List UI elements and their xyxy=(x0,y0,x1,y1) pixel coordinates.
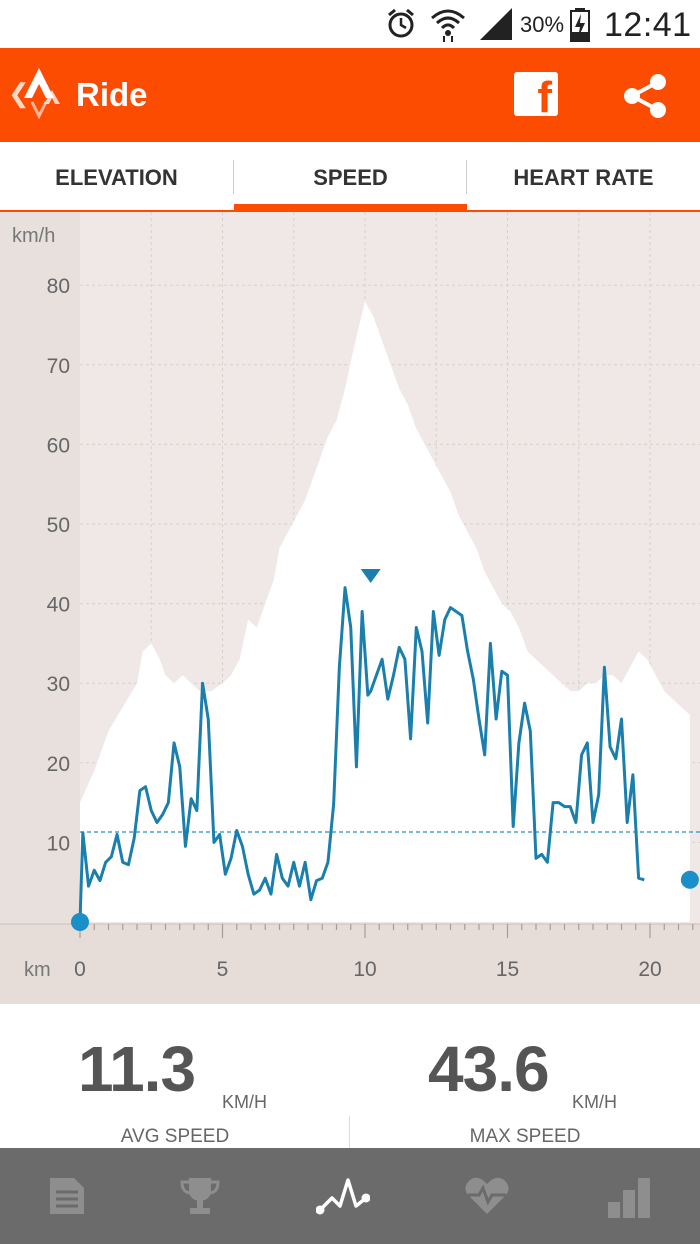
tab-bar: ELEVATION SPEED HEART RATE xyxy=(0,142,700,212)
avg-speed-label: AVG SPEED xyxy=(120,1126,230,1147)
share-icon[interactable] xyxy=(622,74,668,118)
document-icon[interactable] xyxy=(48,1176,86,1216)
chevron-left-icon[interactable]: ❮ xyxy=(8,78,30,108)
x-axis-band xyxy=(0,924,700,1004)
signal-icon xyxy=(480,8,512,40)
analysis-icon[interactable] xyxy=(316,1176,370,1216)
status-bar: 30% 12:41 xyxy=(0,0,700,48)
y-tick-label: 70 xyxy=(47,355,70,378)
stats-panel: 11.3 KM/H AVG SPEED 43.6 KM/H MAX SPEED xyxy=(0,1004,700,1148)
y-tick-label: 30 xyxy=(47,673,70,696)
x-tick-label: 20 xyxy=(638,958,661,981)
speed-line xyxy=(78,586,645,923)
battery-charging-icon xyxy=(570,8,590,42)
elevation-area xyxy=(80,301,690,922)
app-bar: ❮ Ride f xyxy=(0,48,700,142)
y-axis-label: km/h xyxy=(12,225,55,247)
y-tick-label: 50 xyxy=(47,514,70,537)
end-point xyxy=(680,870,699,889)
avg-speed-value: 11.3 xyxy=(78,1033,196,1105)
tab-heart-rate[interactable]: HEART RATE xyxy=(513,165,654,190)
y-tick-label: 60 xyxy=(47,434,70,457)
battery-percent: 30% xyxy=(520,12,565,37)
y-tick-label: 10 xyxy=(47,832,70,855)
max-speed-marker xyxy=(360,568,381,583)
y-axis-band xyxy=(0,212,80,924)
trophy-icon[interactable] xyxy=(180,1176,220,1216)
bar-chart-icon[interactable] xyxy=(606,1176,652,1218)
speed-chart[interactable]: 10 20 30 40 50 60 70 80 0 5 10 15 20 km/h km xyxy=(0,212,700,1004)
alarm-icon xyxy=(388,8,414,38)
tab-divider xyxy=(466,160,467,194)
y-tick-label: 40 xyxy=(47,594,70,617)
avg-speed-unit: KM/H xyxy=(222,1092,267,1112)
x-tick-label: 15 xyxy=(496,958,519,981)
y-tick-label: 20 xyxy=(47,753,70,776)
max-speed-unit: KM/H xyxy=(572,1092,617,1112)
wifi-icon xyxy=(431,9,465,42)
max-speed-label: MAX SPEED xyxy=(469,1126,581,1147)
x-tick-label: 10 xyxy=(353,958,376,981)
tab-elevation[interactable]: ELEVATION xyxy=(55,165,178,190)
heart-rate-icon[interactable] xyxy=(464,1176,510,1216)
strava-logo-icon[interactable] xyxy=(22,66,68,122)
start-point xyxy=(71,913,89,931)
tab-speed[interactable]: SPEED xyxy=(234,142,467,210)
tab-divider xyxy=(233,160,234,194)
clock: 12:41 xyxy=(604,6,692,44)
bottom-nav xyxy=(0,1148,700,1244)
y-tick-label: 80 xyxy=(47,275,70,298)
x-tick-label: 5 xyxy=(217,958,229,981)
page-title: Ride xyxy=(76,76,148,113)
x-tick-label: 0 xyxy=(74,958,86,981)
max-speed-value: 43.6 xyxy=(428,1033,550,1105)
stats-divider xyxy=(349,1116,350,1148)
facebook-icon[interactable]: f xyxy=(514,72,558,120)
x-axis-label: km xyxy=(24,959,51,981)
